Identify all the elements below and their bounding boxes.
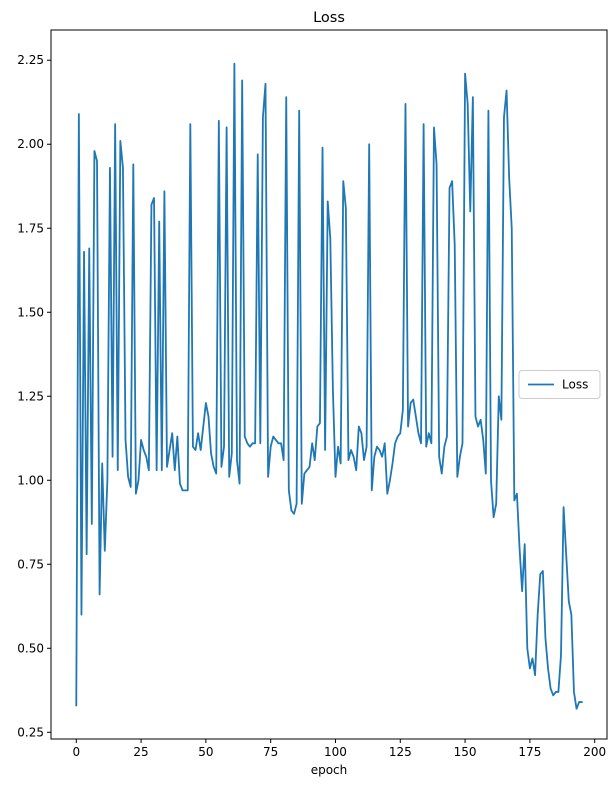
- series-line-0: [75, 62, 583, 710]
- y-axis-ticks: 0.25 0.50 0.75 1.00 1.25 1.50 1.75 2.00 2.25: [17, 53, 51, 739]
- x-tick-label: 200: [583, 745, 606, 759]
- plot-frame: [50, 29, 608, 740]
- plot-area: [50, 29, 608, 740]
- x-tick-label: 0: [72, 745, 80, 759]
- chart-title: Loss: [313, 10, 345, 26]
- x-tick-label: 150: [454, 745, 477, 759]
- x-axis-label: epoch: [311, 763, 348, 777]
- plot-background: [51, 30, 607, 739]
- legend: Loss: [518, 370, 601, 399]
- y-tick-label: 0.75: [17, 557, 44, 571]
- x-tick-label: 175: [518, 745, 541, 759]
- x-tick-label: 125: [389, 745, 412, 759]
- legend-label: Loss: [562, 378, 588, 392]
- y-tick-label: 2.25: [17, 53, 44, 67]
- x-tick-label: 100: [324, 745, 347, 759]
- y-tick-label: 1.75: [17, 221, 44, 235]
- x-tick-label: 25: [133, 745, 148, 759]
- y-tick-label: 1.00: [17, 473, 44, 487]
- x-tick-label: 50: [198, 745, 213, 759]
- y-tick-label: 0.50: [17, 641, 44, 655]
- legend-box: [518, 370, 601, 399]
- y-tick-label: 2.00: [17, 137, 44, 151]
- y-tick-label: 0.25: [17, 725, 44, 739]
- y-tick-label: 1.25: [17, 389, 44, 403]
- x-tick-label: 75: [263, 745, 278, 759]
- x-axis-ticks: 0 25 50 75 100 125 150 175 200: [72, 739, 606, 759]
- y-tick-label: 1.50: [17, 305, 44, 319]
